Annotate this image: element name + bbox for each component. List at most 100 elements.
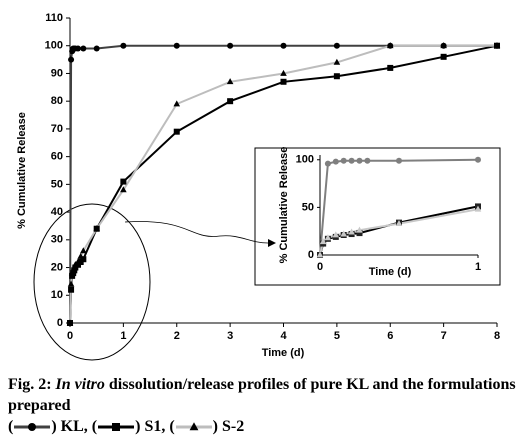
legend-open: ( [91,418,98,435]
marker [474,205,482,212]
marker [93,225,100,232]
x-axis-label: Time (d) [369,266,412,278]
marker [324,234,332,241]
y-tick-label: 10 [51,289,63,301]
marker [280,42,287,49]
zoom-ellipse [33,203,151,361]
marker [340,157,347,164]
y-tick-label: 100 [296,154,314,166]
x-tick-label: 6 [387,330,393,342]
y-tick-label: 80 [51,95,63,107]
marker [340,230,347,237]
y-tick-label: 40 [51,206,63,218]
marker [440,42,447,49]
marker [80,247,87,254]
y-tick-label: 20 [51,261,63,273]
marker [316,251,324,258]
x-tick-label: 7 [441,330,447,342]
marker [120,186,127,193]
x-tick-label: 2 [174,330,180,342]
legend-name: KL [60,418,84,435]
x-tick-label: 3 [227,330,233,342]
y-tick-label: 90 [51,67,63,79]
marker [395,219,403,226]
marker [396,157,402,164]
legend-close: ) [135,418,141,435]
legend: () KL,() S1,() S-2 [8,416,520,437]
marker [475,156,481,163]
y-tick-label: 0 [57,317,63,329]
legend-symbol [98,423,135,432]
marker [77,252,84,259]
y-tick-label: 110 [45,12,63,24]
marker [356,230,363,237]
marker [68,56,75,63]
marker [227,42,234,49]
x-tick-label: 8 [494,330,500,342]
caption-label: Fig. 2: [8,376,52,393]
legend-sep: , [161,418,166,435]
marker [80,45,87,52]
y-tick-label: 60 [51,151,63,163]
marker [227,98,234,105]
y-tick-label: 30 [51,234,63,246]
y-tick-label: 70 [51,123,63,135]
inset-frame [254,147,501,286]
x-tick-label: 0 [67,330,73,342]
marker [324,160,331,167]
marker [93,45,100,52]
x-tick-label: 5 [334,330,340,342]
legend-close: ) [212,418,218,435]
marker [66,319,74,326]
marker [226,78,234,85]
marker [333,73,340,80]
marker [356,157,363,164]
legend-name: S-2 [222,418,245,435]
caption: Fig. 2: In vitro dissolution/release pro… [8,374,520,437]
marker [440,53,447,60]
legend-sep: , [83,418,88,435]
marker [319,238,327,245]
y-axis-label: % Cumulative Release [16,112,28,229]
marker [68,286,75,293]
y-axis-label: % Cumulative Release [278,147,290,264]
marker [120,42,127,49]
marker [173,100,181,107]
caption-text: dissolution/release profiles of pure KL … [8,376,516,414]
marker [332,158,339,165]
y-tick-label: 100 [45,40,63,52]
marker [280,78,287,85]
legend-open: ( [8,418,14,435]
marker [332,231,340,238]
y-tick-label: 50 [302,201,314,213]
marker [280,69,287,76]
marker [386,42,394,49]
marker [387,64,394,71]
x-axis-label: Time (d) [262,347,305,359]
legend-symbol [175,422,212,431]
legend-open: ( [169,418,175,435]
zoom-arrow [124,221,269,244]
marker [364,157,371,164]
legend-symbol [14,423,51,432]
x-tick-label: 1 [120,330,126,342]
marker [189,422,199,431]
legend-close: ) [51,418,57,435]
marker [28,423,37,432]
marker [333,42,340,49]
marker [74,258,82,265]
legend-name: S1 [144,418,162,435]
x-tick-label: 4 [280,330,287,342]
arrow-head [268,239,276,247]
marker [356,226,363,233]
marker [120,178,127,185]
y-tick-label: 50 [51,178,63,190]
caption-italic: In vitro [55,376,105,393]
marker [173,128,180,135]
marker [112,423,121,432]
marker [348,228,355,235]
marker [333,58,341,65]
marker [493,42,501,49]
marker [173,42,180,49]
marker [67,280,75,287]
